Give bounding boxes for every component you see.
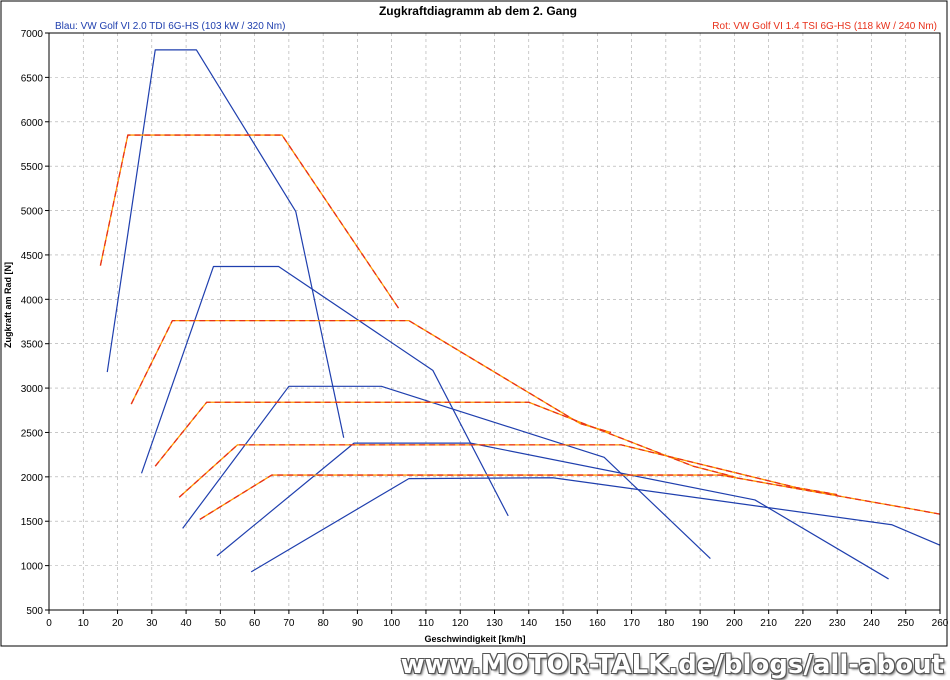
y-tick-label: 3500 <box>21 340 44 351</box>
x-tick-label: 210 <box>760 618 777 629</box>
y-tick-label: 2500 <box>21 428 44 439</box>
chart-title: Zugkraftdiagramm ab dem 2. Gang <box>379 4 577 18</box>
x-tick-label: 200 <box>726 618 743 629</box>
y-tick-label: 6500 <box>21 73 44 84</box>
x-tick-label: 60 <box>249 618 261 629</box>
y-tick-label: 2000 <box>21 473 44 484</box>
series-blue-gear-3 <box>140 265 509 517</box>
y-tick-label: 7000 <box>21 29 44 40</box>
x-tick-label: 150 <box>555 618 572 629</box>
x-tick-label: 40 <box>181 618 193 629</box>
x-tick-label: 120 <box>452 618 469 629</box>
y-tick-label: 1500 <box>21 517 44 528</box>
chart-frame <box>0 0 948 647</box>
x-tick-label: 130 <box>486 618 503 629</box>
legend-red: Rot: VW Golf VI 1.4 TSI 6G-HS (118 kW / … <box>712 21 937 32</box>
x-tick-label: 250 <box>897 618 914 629</box>
x-tick-label: 10 <box>78 618 90 629</box>
x-tick-label: 0 <box>46 618 52 629</box>
series-red-gear-2 <box>99 134 400 309</box>
series-blue-gear-4 <box>182 385 711 559</box>
y-tick-label: 6000 <box>21 118 44 129</box>
x-tick-label: 20 <box>112 618 124 629</box>
x-tick-label: 170 <box>623 618 640 629</box>
y-axis-title: Zugkraft am Rad [N] <box>3 262 13 348</box>
grid-lines <box>48 32 941 611</box>
series-blue-gear-6 <box>250 477 941 573</box>
series-red-gear-4 <box>154 401 735 478</box>
y-tick-label: 3000 <box>21 384 44 395</box>
series-red-gear-5 <box>178 444 838 498</box>
x-tick-label: 240 <box>863 618 880 629</box>
y-tick-label: 500 <box>26 606 43 617</box>
series-red-gear-6 <box>199 474 941 521</box>
x-tick-label: 110 <box>418 618 434 629</box>
x-tick-label: 220 <box>795 618 812 629</box>
x-tick-label: 260 <box>932 618 949 629</box>
y-tick-label: 5000 <box>21 207 44 218</box>
y-tick-label: 1000 <box>21 562 44 573</box>
y-tick-label: 5500 <box>21 162 44 173</box>
tick-labels: 0 10 20 30 40 50 60 70 80 90 100 110 120 130 140 150 160… <box>21 29 949 629</box>
x-tick-label: 100 <box>383 618 400 629</box>
x-axis-title: Geschwindigkeit [km/h] <box>424 634 525 644</box>
series-blue-gear-5 <box>216 442 889 580</box>
watermark: www.MOTOR-TALK.de/blogs/all-about <box>400 650 944 680</box>
y-tick-label: 4000 <box>21 295 44 306</box>
x-tick-label: 190 <box>692 618 709 629</box>
x-tick-label: 80 <box>318 618 330 629</box>
x-tick-label: 160 <box>589 618 606 629</box>
x-tick-label: 90 <box>352 618 364 629</box>
x-tick-label: 70 <box>283 618 295 629</box>
series-blue-gear-2 <box>106 49 345 438</box>
series-lines <box>99 49 941 580</box>
x-tick-label: 180 <box>658 618 675 629</box>
y-tick-label: 4500 <box>21 251 44 262</box>
x-tick-label: 50 <box>215 618 227 629</box>
x-tick-label: 140 <box>520 618 537 629</box>
x-tick-label: 30 <box>146 618 158 629</box>
x-tick-label: 230 <box>829 618 846 629</box>
legend-blue: Blau: VW Golf VI 2.0 TDI 6G-HS (103 kW /… <box>55 21 285 32</box>
